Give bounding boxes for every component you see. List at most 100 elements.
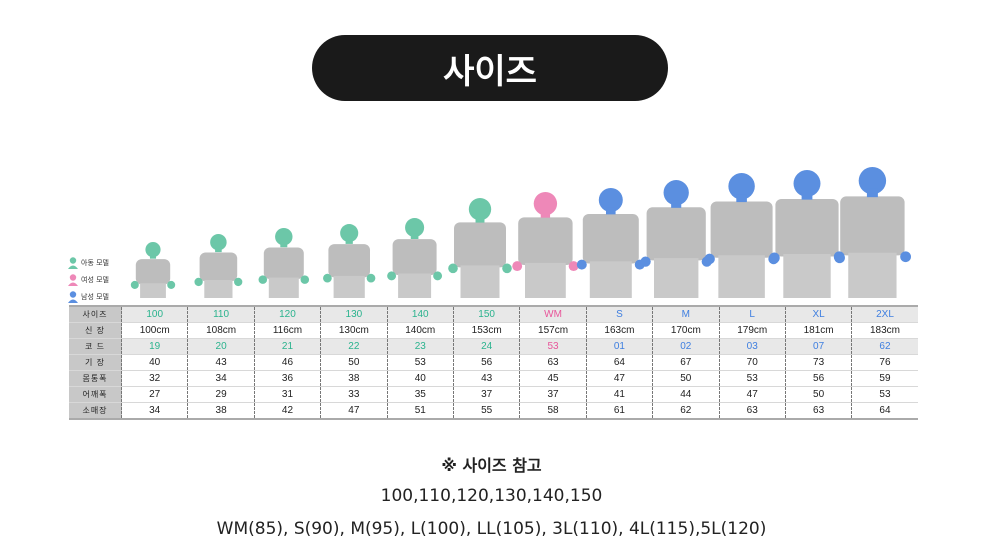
table-cell-size: S bbox=[585, 305, 653, 323]
hand bbox=[769, 252, 780, 264]
hand bbox=[387, 271, 397, 281]
table-cell-length: 73 bbox=[784, 354, 852, 371]
table-cell-length: 43 bbox=[187, 354, 255, 371]
table-cell-length: 46 bbox=[253, 354, 321, 371]
table-cell-chest: 38 bbox=[320, 370, 388, 387]
neck bbox=[606, 207, 616, 215]
model-figure bbox=[769, 170, 845, 298]
pants bbox=[718, 255, 765, 298]
table-cell-height: 157cm bbox=[519, 322, 587, 339]
neck bbox=[280, 241, 288, 248]
head bbox=[275, 228, 293, 246]
hand bbox=[194, 277, 203, 287]
person-icon bbox=[68, 273, 78, 286]
table-cell-height: 181cm bbox=[784, 322, 852, 339]
table-row: 사이즈 100 110 120 130 140 150 WM S M L XL 2XL bbox=[69, 305, 918, 323]
pants bbox=[654, 258, 699, 298]
model-figure bbox=[387, 218, 443, 298]
size-table: 사이즈 100 110 120 130 140 150 WM S M L XL 2XL 신 장 100cm 1… bbox=[69, 305, 918, 420]
head bbox=[145, 242, 161, 258]
hand bbox=[300, 275, 310, 284]
table-cell-chest: 56 bbox=[784, 370, 852, 387]
pants bbox=[460, 265, 500, 298]
hand bbox=[833, 251, 845, 263]
sweatshirt bbox=[710, 201, 773, 258]
model-figure bbox=[576, 188, 645, 298]
table-row: 소매장 34 38 42 47 51 55 58 61 62 63 63 64 bbox=[69, 402, 918, 420]
table-cell-code: 23 bbox=[386, 338, 454, 355]
table-cell-code: 02 bbox=[652, 338, 720, 355]
table-cell-sleeve: 62 bbox=[652, 402, 720, 420]
sweatshirt bbox=[135, 259, 171, 285]
table-cell-sleeve: 47 bbox=[320, 402, 388, 420]
table-cell-sleeve: 63 bbox=[784, 402, 852, 420]
model-figure bbox=[130, 242, 176, 298]
notes-line1: 100,110,120,130,140,150 bbox=[380, 486, 603, 506]
row-header: 신 장 bbox=[69, 322, 122, 339]
page-title: 사이즈 bbox=[312, 35, 668, 101]
sweatshirt bbox=[392, 239, 437, 276]
table-cell-shoulder: 37 bbox=[452, 386, 520, 403]
hand bbox=[448, 263, 458, 274]
sweatshirt bbox=[775, 198, 839, 257]
table-cell-code: 24 bbox=[452, 338, 520, 355]
row-header: 어깨폭 bbox=[69, 386, 122, 403]
table-cell-size: 100 bbox=[120, 305, 188, 323]
sweatshirt bbox=[328, 244, 370, 278]
table-row: 몸통폭 32 34 36 38 40 43 45 47 50 53 56 59 bbox=[69, 370, 918, 387]
table-cell-sleeve: 64 bbox=[851, 402, 918, 420]
table-cell-chest: 36 bbox=[253, 370, 321, 387]
neck bbox=[215, 247, 222, 253]
neck bbox=[866, 188, 878, 198]
notes-heading: ※ 사이즈 참고 bbox=[441, 456, 542, 475]
head bbox=[728, 173, 755, 200]
sweatshirt bbox=[646, 207, 706, 261]
table-cell-height: 100cm bbox=[120, 322, 188, 339]
table-row: 기 장 40 43 46 50 53 56 63 64 67 70 73 76 bbox=[69, 354, 918, 371]
hand bbox=[258, 275, 268, 284]
hand bbox=[502, 263, 512, 274]
legend-women: 여성 모델 bbox=[68, 271, 109, 288]
table-cell-height: 108cm bbox=[187, 322, 255, 339]
table-cell-height: 140cm bbox=[386, 322, 454, 339]
table-cell-shoulder: 47 bbox=[718, 386, 786, 403]
table-cell-size: XL bbox=[784, 305, 852, 323]
sweatshirt bbox=[582, 214, 639, 264]
table-cell-length: 70 bbox=[718, 354, 786, 371]
table-cell-code: 53 bbox=[519, 338, 587, 355]
hand bbox=[323, 273, 332, 283]
model-figure bbox=[512, 192, 579, 298]
table-cell-chest: 32 bbox=[120, 370, 188, 387]
head bbox=[793, 170, 821, 197]
pants bbox=[848, 252, 897, 298]
table-cell-chest: 59 bbox=[851, 370, 918, 387]
table-cell-sleeve: 55 bbox=[452, 402, 520, 420]
neck bbox=[736, 194, 747, 203]
neck bbox=[671, 200, 682, 208]
sweatshirt bbox=[263, 247, 304, 279]
head bbox=[533, 192, 558, 216]
hand bbox=[130, 280, 139, 289]
table-cell-code: 20 bbox=[187, 338, 255, 355]
hand bbox=[366, 273, 376, 283]
hand bbox=[234, 277, 243, 287]
hand bbox=[900, 251, 911, 263]
table-cell-length: 64 bbox=[585, 354, 653, 371]
neck bbox=[410, 233, 419, 239]
pants bbox=[333, 275, 365, 298]
hand bbox=[704, 253, 715, 265]
row-header: 몸통폭 bbox=[69, 370, 122, 387]
table-cell-size: 110 bbox=[187, 305, 255, 323]
table-cell-size: 130 bbox=[320, 305, 388, 323]
table-row: 어깨폭 27 29 31 33 35 37 37 41 44 47 50 53 bbox=[69, 386, 918, 403]
hand bbox=[576, 259, 587, 270]
table-cell-shoulder: 41 bbox=[585, 386, 653, 403]
row-header: 코 드 bbox=[69, 338, 122, 355]
pants bbox=[398, 273, 432, 298]
table-cell-sleeve: 63 bbox=[718, 402, 786, 420]
head bbox=[598, 188, 623, 212]
person-icon bbox=[68, 290, 78, 303]
hand bbox=[512, 261, 523, 272]
table-cell-code: 22 bbox=[320, 338, 388, 355]
table-cell-shoulder: 37 bbox=[519, 386, 587, 403]
